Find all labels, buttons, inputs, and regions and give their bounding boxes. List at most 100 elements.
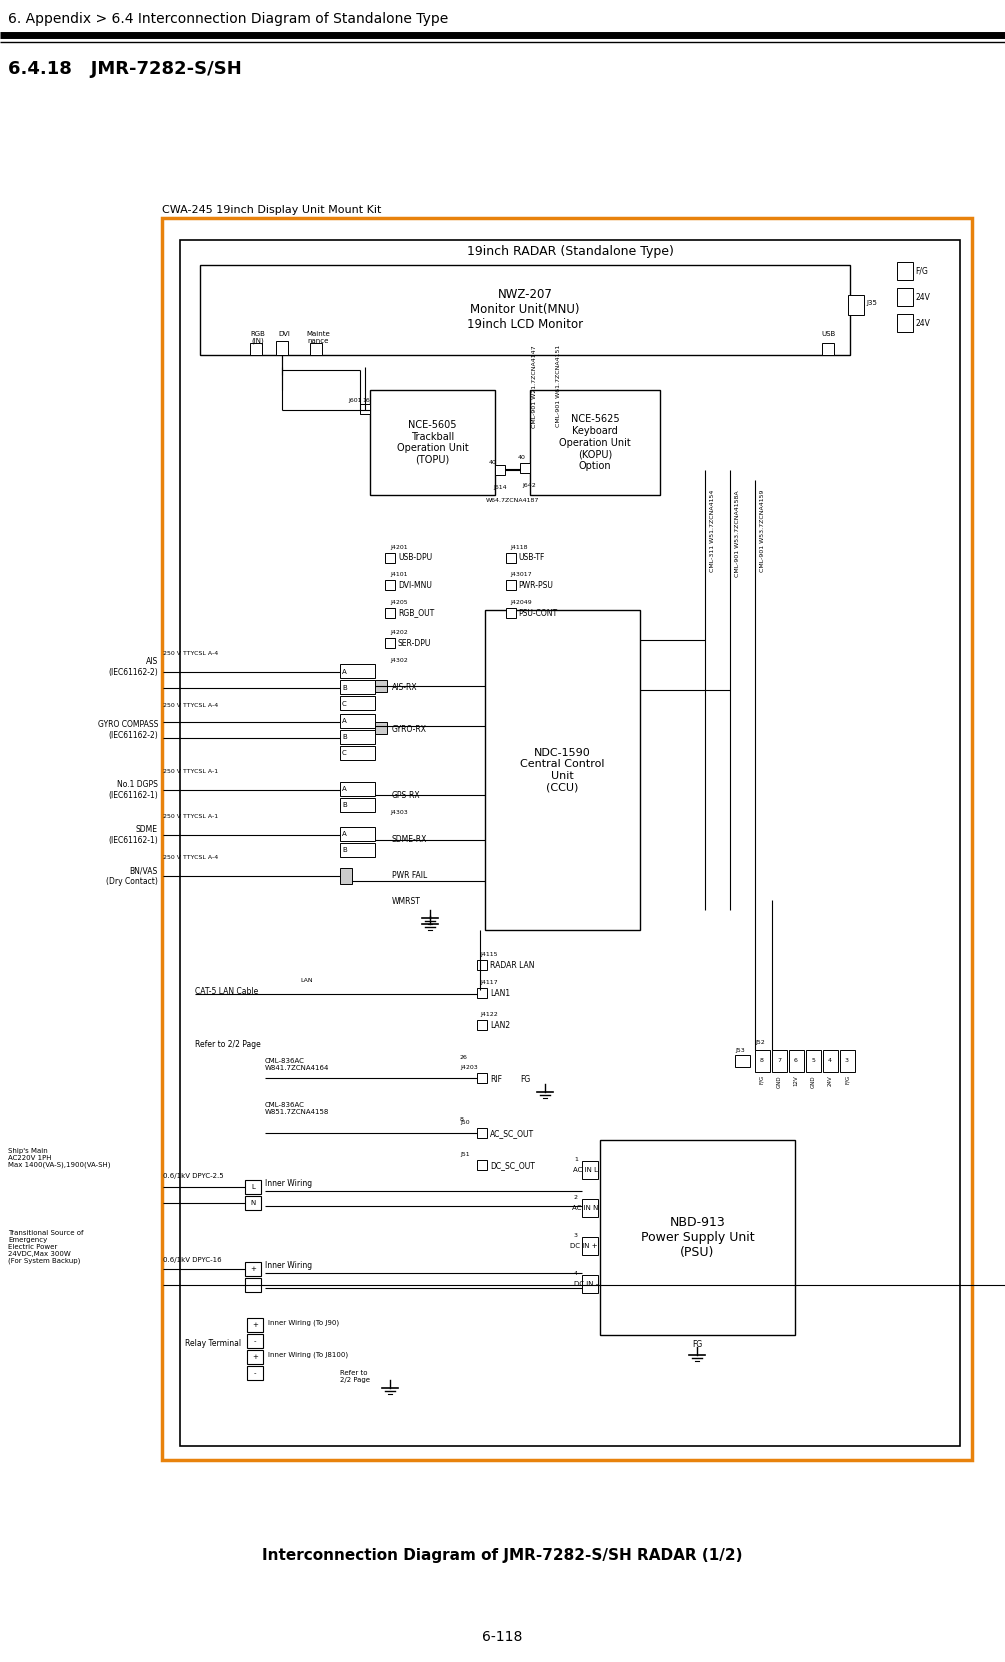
Bar [477,961,487,971]
Bar [247,1350,263,1365]
Bar [495,465,505,475]
Bar [385,580,395,590]
Text: 6: 6 [794,1059,798,1064]
Text: 250 V TTYCSL A-1: 250 V TTYCSL A-1 [163,770,218,774]
Text: F/G: F/G [760,1075,765,1084]
Text: J4115: J4115 [480,952,497,957]
Bar [245,1261,261,1276]
Text: FG: FG [520,1075,531,1084]
Text: J4202: J4202 [390,630,408,635]
Text: RADAR LAN: RADAR LAN [490,962,535,971]
Text: 250 V TTYCSL A-4: 250 V TTYCSL A-4 [163,854,218,859]
Text: Inner Wiring: Inner Wiring [265,1260,313,1270]
Text: LAN1: LAN1 [490,989,511,999]
Text: Ship's Main
AC220V 1PH
Max 1400(VA-S),1900(VA-SH): Ship's Main AC220V 1PH Max 1400(VA-S),19… [8,1148,111,1168]
Text: 250 V TTYCSL A-4: 250 V TTYCSL A-4 [163,652,218,656]
Bar [385,638,395,648]
Text: 3: 3 [845,1059,849,1064]
Text: 250 V TTYCSL A-1: 250 V TTYCSL A-1 [163,814,218,819]
Text: +: + [252,1321,258,1328]
Text: 250 V TTYCSL A-4: 250 V TTYCSL A-4 [163,703,218,708]
Text: 19inch RADAR (Standalone Type): 19inch RADAR (Standalone Type) [466,244,673,258]
Text: B: B [342,685,347,691]
Text: GYRO-RX: GYRO-RX [392,726,427,735]
Text: C: C [342,701,347,706]
Text: 2: 2 [574,1195,578,1200]
Text: RIF: RIF [490,1075,502,1084]
Text: L: L [251,1183,255,1190]
Bar [180,239,960,1446]
Text: J43017: J43017 [510,572,532,577]
Bar [340,828,375,841]
Text: A: A [342,786,347,793]
Bar [772,1050,787,1072]
Text: 8: 8 [460,1117,464,1122]
Bar [822,342,834,356]
Bar [340,696,375,710]
Bar [370,391,495,495]
Text: J4303: J4303 [390,809,408,814]
Bar [245,1180,261,1193]
Bar [806,1050,821,1072]
Text: AC_SC_OUT: AC_SC_OUT [490,1130,534,1138]
Bar [897,288,913,306]
Text: DC IN -: DC IN - [574,1281,598,1286]
Bar [340,665,375,678]
Text: NCE-5625
Keyboard
Operation Unit
(KOPU)
Option: NCE-5625 Keyboard Operation Unit (KOPU) … [559,414,631,470]
Text: Refer to 2/2 Page: Refer to 2/2 Page [195,1040,260,1049]
Bar [375,680,387,691]
Text: Inner Wiring (To J8100): Inner Wiring (To J8100) [268,1351,348,1358]
Text: GND: GND [777,1075,782,1087]
Text: F/G: F/G [844,1075,849,1084]
Text: USB-DPU: USB-DPU [398,553,432,562]
Text: FG: FG [691,1340,702,1350]
Text: 8: 8 [760,1059,764,1064]
Text: A: A [342,718,347,725]
Text: No.1 DGPS
(IEC61162-1): No.1 DGPS (IEC61162-1) [109,779,158,799]
Text: -: - [253,1369,256,1376]
Text: J52: J52 [755,1040,765,1045]
Text: CML-311 W51.7ZCNA4154: CML-311 W51.7ZCNA4154 [710,490,715,572]
Bar [789,1050,804,1072]
Bar [245,1278,261,1291]
Text: B: B [342,803,347,808]
Bar [360,404,370,414]
Text: J51: J51 [460,1152,469,1157]
Text: RGB_OUT: RGB_OUT [398,608,434,618]
Bar [477,1160,487,1170]
Text: USB-TF: USB-TF [518,553,545,562]
Bar [247,1366,263,1379]
Text: AC IN N: AC IN N [572,1205,598,1212]
Text: Refer to
2/2 Page: Refer to 2/2 Page [340,1369,370,1383]
Text: Inner Wiring: Inner Wiring [265,1178,313,1188]
Text: PSU-CONT: PSU-CONT [518,608,557,618]
Text: J614: J614 [493,485,507,490]
Bar [310,342,322,356]
Text: -: - [251,1281,254,1288]
Text: WMRST: WMRST [392,896,421,906]
Text: RGB
(IN): RGB (IN) [250,331,265,344]
Text: AIS-RX: AIS-RX [392,683,418,691]
Text: A: A [342,831,347,838]
Text: J35: J35 [866,301,877,306]
Text: J42049: J42049 [510,600,532,605]
Text: SDME
(IEC61162-1): SDME (IEC61162-1) [109,826,158,844]
Text: J601: J601 [349,397,362,402]
Bar [340,730,375,745]
Text: 7: 7 [777,1059,781,1064]
Text: 5: 5 [811,1059,815,1064]
Text: CML-836AC
W851.7ZCNA4158: CML-836AC W851.7ZCNA4158 [265,1102,330,1115]
Text: J4122: J4122 [480,1012,497,1017]
Text: 6. Appendix > 6.4 Interconnection Diagram of Standalone Type: 6. Appendix > 6.4 Interconnection Diagra… [8,12,448,27]
Bar [506,608,516,618]
Bar [582,1237,598,1255]
Bar [897,263,913,279]
Text: USB: USB [821,331,835,337]
Text: LAN: LAN [300,977,313,982]
Text: NBD-913
Power Supply Unit
(PSU): NBD-913 Power Supply Unit (PSU) [641,1217,755,1260]
Bar [247,1335,263,1348]
Bar [735,1055,750,1067]
Text: CML-901 W53.7ZCNA4159: CML-901 W53.7ZCNA4159 [760,490,765,572]
Bar [340,680,375,695]
Text: 3: 3 [574,1233,578,1238]
